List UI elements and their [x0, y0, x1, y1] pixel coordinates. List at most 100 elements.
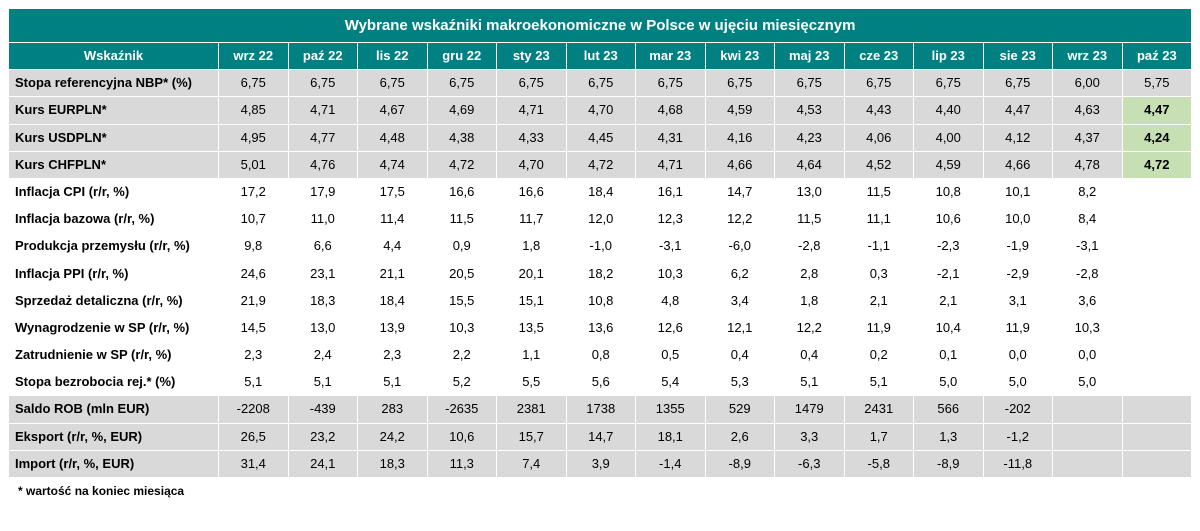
cell-value: 6,75: [844, 70, 914, 97]
cell-value: 1355: [636, 396, 706, 423]
cell-value: 10,6: [427, 423, 497, 450]
cell-value: 11,1: [844, 206, 914, 233]
cell-value: 5,3: [705, 369, 775, 396]
table-row: Inflacja CPI (r/r, %)17,217,917,516,616,…: [9, 178, 1192, 205]
cell-value: 18,4: [566, 178, 636, 205]
cell-value: 4,52: [844, 151, 914, 178]
cell-value: 23,1: [288, 260, 358, 287]
table-row: Kurs CHFPLN*5,014,764,744,724,704,724,71…: [9, 151, 1192, 178]
cell-value: [1122, 287, 1192, 314]
cell-value: 12,0: [566, 206, 636, 233]
cell-value: 10,4: [914, 314, 984, 341]
cell-value: 4,78: [1053, 151, 1123, 178]
table-row: Stopa bezrobocia rej.* (%)5,15,15,15,25,…: [9, 369, 1192, 396]
cell-value: 5,0: [1053, 369, 1123, 396]
cell-value: -6,0: [705, 233, 775, 260]
cell-value: 8,4: [1053, 206, 1123, 233]
row-indicator-label: Inflacja CPI (r/r, %): [9, 178, 219, 205]
cell-value: [1122, 260, 1192, 287]
cell-value: 4,95: [219, 124, 289, 151]
cell-value: 23,2: [288, 423, 358, 450]
cell-value: 5,5: [497, 369, 567, 396]
cell-value: 4,38: [427, 124, 497, 151]
cell-value: 15,7: [497, 423, 567, 450]
table-header-row: Wskaźnik wrz 22 paź 22 lis 22 gru 22 sty…: [9, 43, 1192, 70]
cell-value: 2,2: [427, 342, 497, 369]
cell-value: -2,3: [914, 233, 984, 260]
table-row: Eksport (r/r, %, EUR)26,523,224,210,615,…: [9, 423, 1192, 450]
cell-value: 5,1: [775, 369, 845, 396]
row-indicator-label: Stopa bezrobocia rej.* (%): [9, 369, 219, 396]
cell-value: 6,75: [497, 70, 567, 97]
cell-value: 4,69: [427, 97, 497, 124]
cell-value: 4,71: [288, 97, 358, 124]
cell-value: 5,2: [427, 369, 497, 396]
col-header-month: lut 23: [566, 43, 636, 70]
cell-value: 8,2: [1053, 178, 1123, 205]
table-row: Kurs EURPLN*4,854,714,674,694,714,704,68…: [9, 97, 1192, 124]
cell-value: 529: [705, 396, 775, 423]
cell-value: 21,1: [358, 260, 428, 287]
cell-value: -1,1: [844, 233, 914, 260]
cell-value: 2,1: [844, 287, 914, 314]
cell-value: 12,2: [775, 314, 845, 341]
cell-value: [1122, 314, 1192, 341]
row-indicator-label: Sprzedaż detaliczna (r/r, %): [9, 287, 219, 314]
col-header-month: sie 23: [983, 43, 1053, 70]
cell-value: 4,70: [566, 97, 636, 124]
cell-value: -3,1: [1053, 233, 1123, 260]
cell-value: 0,3: [844, 260, 914, 287]
cell-value: 13,6: [566, 314, 636, 341]
row-indicator-label: Kurs CHFPLN*: [9, 151, 219, 178]
cell-value: 5,1: [288, 369, 358, 396]
col-header-indicator: Wskaźnik: [9, 43, 219, 70]
cell-value: 11,0: [288, 206, 358, 233]
cell-value: 4,8: [636, 287, 706, 314]
cell-value: 4,70: [497, 151, 567, 178]
cell-value: -1,9: [983, 233, 1053, 260]
cell-value: 16,6: [427, 178, 497, 205]
cell-value: 283: [358, 396, 428, 423]
cell-value: 17,9: [288, 178, 358, 205]
cell-value: 5,1: [358, 369, 428, 396]
cell-value: 6,75: [427, 70, 497, 97]
cell-value: 11,9: [844, 314, 914, 341]
cell-value: 24,6: [219, 260, 289, 287]
cell-value: [1122, 369, 1192, 396]
cell-value: 5,0: [914, 369, 984, 396]
cell-value: 0,1: [914, 342, 984, 369]
cell-value: 12,3: [636, 206, 706, 233]
cell-value: 12,1: [705, 314, 775, 341]
cell-value: 4,00: [914, 124, 984, 151]
table-row: Kurs USDPLN*4,954,774,484,384,334,454,31…: [9, 124, 1192, 151]
cell-value: 0,0: [1053, 342, 1123, 369]
cell-value: 10,6: [914, 206, 984, 233]
cell-value: -2,1: [914, 260, 984, 287]
cell-value: 2,1: [914, 287, 984, 314]
cell-value: 13,5: [497, 314, 567, 341]
cell-value: 1,1: [497, 342, 567, 369]
cell-value: [1122, 423, 1192, 450]
cell-value: [1053, 450, 1123, 477]
cell-value: 4,53: [775, 97, 845, 124]
cell-value: 10,8: [566, 287, 636, 314]
cell-value: 4,33: [497, 124, 567, 151]
cell-value: 14,7: [705, 178, 775, 205]
cell-value: 2,4: [288, 342, 358, 369]
cell-value: 4,24: [1122, 124, 1192, 151]
row-indicator-label: Stopa referencyjna NBP* (%): [9, 70, 219, 97]
cell-value: 0,0: [983, 342, 1053, 369]
table-title: Wybrane wskaźniki makroekonomiczne w Pol…: [9, 9, 1192, 43]
cell-value: 18,1: [636, 423, 706, 450]
table-row: Inflacja PPI (r/r, %)24,623,121,120,520,…: [9, 260, 1192, 287]
cell-value: 4,67: [358, 97, 428, 124]
cell-value: 7,4: [497, 450, 567, 477]
cell-value: 0,8: [566, 342, 636, 369]
cell-value: 24,2: [358, 423, 428, 450]
cell-value: 4,12: [983, 124, 1053, 151]
cell-value: -202: [983, 396, 1053, 423]
row-indicator-label: Kurs USDPLN*: [9, 124, 219, 151]
cell-value: 4,47: [1122, 97, 1192, 124]
cell-value: 17,2: [219, 178, 289, 205]
cell-value: 11,7: [497, 206, 567, 233]
